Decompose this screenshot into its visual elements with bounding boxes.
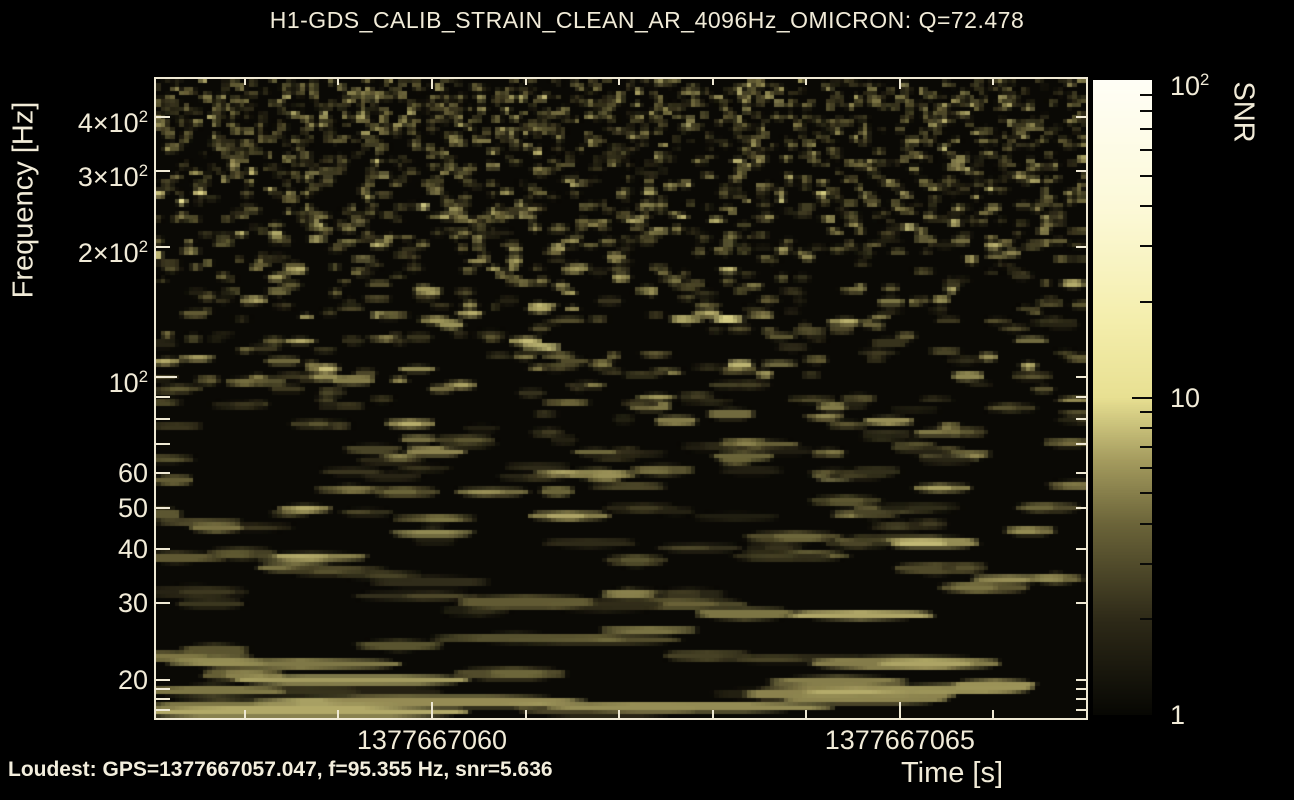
x-axis-tick-top [337, 79, 340, 85]
colorbar-minor-tick [1140, 445, 1152, 448]
spectrogram-canvas [156, 79, 1086, 718]
colorbar-minor-tick [1140, 522, 1152, 525]
y-axis-tick [156, 506, 170, 509]
y-axis-tick-right [1076, 170, 1086, 173]
colorbar-minor-tick [1140, 427, 1152, 430]
y-axis-tick-right [1076, 506, 1086, 509]
x-axis-tick [337, 710, 340, 718]
y-axis-tick-right [1076, 116, 1086, 119]
colorbar-minor-tick [1140, 300, 1152, 303]
x-axis-tick [431, 702, 433, 718]
x-axis-tick [898, 702, 901, 718]
x-axis-tick [711, 710, 714, 718]
colorbar-major-tick [1132, 396, 1152, 399]
y-tick-label: 30 [117, 588, 148, 619]
y-tick-label: 102 [108, 367, 148, 399]
y-tick-label: 60 [117, 458, 148, 489]
colorbar-minor-tick [1140, 618, 1152, 621]
y-axis-tick-right [1076, 246, 1086, 249]
colorbar-minor-tick [1140, 205, 1152, 208]
y-axis-tick-right [1076, 472, 1086, 475]
y-tick-label: 20 [117, 664, 148, 695]
x-axis-tick-top [431, 79, 433, 89]
x-tick-label: 1377667060 [356, 725, 508, 755]
y-tick-label: 4×102 [77, 107, 148, 139]
colorbar-minor-tick [1140, 466, 1152, 469]
page-title: H1-GDS_CALIB_STRAIN_CLEAN_AR_4096Hz_OMIC… [269, 7, 1025, 33]
x-axis-tick-top [898, 79, 901, 89]
x-axis-tick [524, 710, 527, 718]
y-axis-tick [156, 246, 170, 249]
y-axis-tick [156, 376, 177, 379]
colorbar-tick-label: 1 [1170, 700, 1186, 730]
colorbar-minor-tick [1140, 128, 1152, 131]
y-axis-tick [156, 170, 170, 173]
y-axis-tick [156, 472, 170, 475]
colorbar-minor-tick [1140, 149, 1152, 152]
x-axis-tick-top [524, 79, 527, 85]
y-axis-tick-right [1076, 602, 1086, 605]
y-axis-tick [156, 602, 170, 605]
y-axis-tick [156, 548, 170, 551]
y-axis-tick [156, 688, 170, 691]
colorbar-minor-tick [1140, 245, 1152, 247]
x-axis-tick [618, 710, 621, 718]
x-tick-label: 1377667065 [824, 725, 975, 755]
y-axis-tick [156, 709, 170, 712]
y-axis-tick [156, 678, 170, 681]
y-axis-tick-right [1076, 418, 1086, 421]
y-tick-label: 3×102 [77, 161, 148, 193]
colorbar-minor-tick [1140, 411, 1152, 414]
y-axis-tick [156, 418, 170, 421]
y-tick-label: 2×102 [77, 237, 148, 269]
y-axis-tick-right [1076, 678, 1086, 681]
x-axis-tick [805, 710, 808, 718]
y-axis-tick [156, 443, 170, 446]
loudest-annotation: Loudest: GPS=1377667057.047, f=95.355 Hz… [8, 758, 553, 781]
colorbar-title: SNR [1227, 81, 1260, 143]
y-axis-tick-right [1076, 548, 1086, 551]
x-axis-tick-top [992, 79, 995, 85]
x-axis-title: Time [s] [901, 757, 1004, 789]
y-axis-tick-right [1076, 376, 1086, 379]
x-axis-tick-top [618, 79, 621, 85]
y-axis-tick [156, 698, 170, 701]
y-tick-label: 40 [117, 534, 148, 565]
y-axis-tick-right [1076, 698, 1086, 701]
colorbar-tick-label: 10 [1170, 382, 1201, 413]
y-axis-tick [156, 116, 170, 119]
y-axis-tick [156, 396, 170, 399]
y-axis-tick-right [1076, 688, 1086, 691]
colorbar-minor-tick [1140, 562, 1152, 565]
x-axis-tick [243, 710, 246, 718]
colorbar-minor-tick [1140, 174, 1152, 177]
x-axis-tick-top [711, 79, 714, 85]
colorbar-minor-tick [1140, 109, 1152, 112]
y-axis-tick-right [1076, 396, 1086, 399]
y-axis-tick-right [1076, 709, 1086, 712]
x-axis-tick-top [805, 79, 808, 85]
x-axis-tick [992, 710, 995, 718]
colorbar-tick-label: 102 [1170, 70, 1210, 101]
y-axis-tick-right [1076, 443, 1086, 446]
colorbar-minor-tick [1140, 93, 1152, 96]
x-axis-tick-top [243, 79, 246, 85]
y-tick-label: 50 [117, 492, 148, 523]
colorbar-minor-tick [1140, 492, 1152, 495]
